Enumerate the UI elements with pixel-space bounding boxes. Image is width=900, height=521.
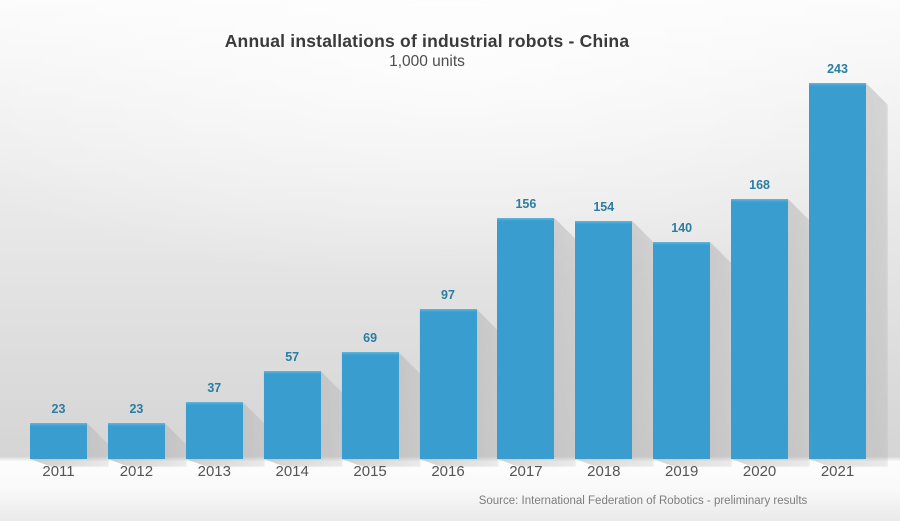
x-tick-label-2017: 2017 <box>509 463 543 480</box>
value-label-2019: 140 <box>671 221 693 235</box>
chart-title: Annual installations of industrial robot… <box>224 31 630 51</box>
x-tick-label-2016: 2016 <box>431 463 465 480</box>
value-label-2017: 156 <box>515 197 537 211</box>
value-label-2013: 37 <box>207 381 222 395</box>
bar-2017 <box>497 218 555 459</box>
x-tick-label-2021: 2021 <box>820 463 855 480</box>
bar-2012 <box>107 423 165 459</box>
bar-2014 <box>263 371 321 459</box>
bar-2016 <box>419 309 477 459</box>
source-caption: Source: International Federation of Robo… <box>478 495 808 507</box>
value-label-2011: 23 <box>51 402 66 416</box>
bar-2013 <box>185 402 243 459</box>
x-tick-label-2018: 2018 <box>587 463 621 480</box>
bar-2018 <box>575 221 633 459</box>
x-tick-label-2014: 2014 <box>275 463 309 480</box>
chart-header: Annual installations of industrial robot… <box>0 30 854 72</box>
value-label-2014: 57 <box>285 350 300 364</box>
x-tick-label-2020: 2020 <box>742 463 777 480</box>
x-tick-label-2015: 2015 <box>353 463 387 480</box>
value-label-2015: 69 <box>363 331 378 345</box>
x-tick-label-2013: 2013 <box>197 463 231 480</box>
x-tick-label-2012: 2012 <box>119 463 154 480</box>
bar-2020 <box>731 199 789 459</box>
bar-2019 <box>653 242 711 459</box>
bar-2011 <box>30 423 87 459</box>
chart-subtitle: 1,000 units <box>389 53 465 70</box>
bar-2021 <box>809 83 866 459</box>
value-label-2018: 154 <box>593 200 615 214</box>
value-label-2016: 97 <box>441 288 455 302</box>
value-label-2020: 168 <box>749 178 771 192</box>
value-label-2012: 23 <box>129 402 144 416</box>
x-tick-label-2019: 2019 <box>665 463 699 480</box>
bar-2015 <box>341 352 399 459</box>
x-tick-label-2011: 2011 <box>42 463 75 480</box>
value-label-2021: 243 <box>827 62 848 76</box>
